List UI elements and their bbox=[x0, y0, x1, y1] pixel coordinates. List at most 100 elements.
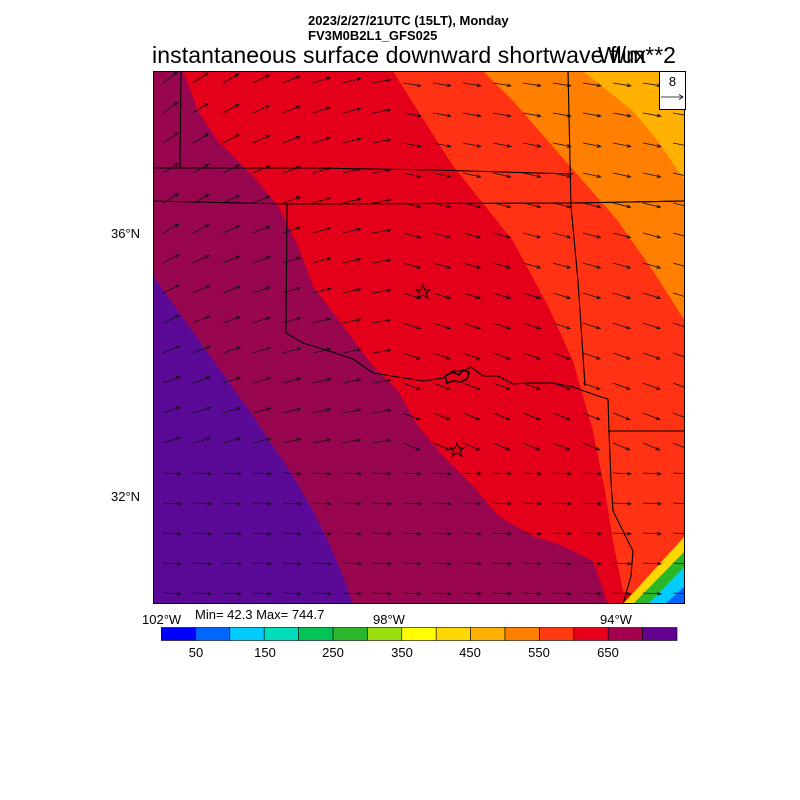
wind-vector bbox=[522, 232, 541, 238]
state-borders bbox=[152, 70, 686, 605]
wind-vector-head bbox=[595, 416, 601, 421]
wind-vector-head bbox=[386, 378, 392, 383]
wind-vector-head bbox=[174, 162, 180, 167]
colorbar-label-350: 350 bbox=[391, 645, 413, 660]
wind-vector-head bbox=[535, 386, 541, 390]
wind-vector-head bbox=[506, 295, 512, 300]
wind-vector-head bbox=[267, 531, 273, 536]
wind-vector bbox=[552, 562, 572, 565]
wind-vector-head bbox=[236, 376, 242, 381]
wind-vector bbox=[462, 322, 481, 329]
wind-vector-head bbox=[327, 501, 333, 506]
wind-vector bbox=[432, 352, 451, 360]
wind-vector bbox=[522, 262, 541, 269]
wind-vector bbox=[312, 408, 331, 414]
wind-vector-head bbox=[204, 133, 210, 138]
border-ne-mo-line bbox=[179, 70, 182, 169]
wind-vector-head bbox=[447, 591, 453, 596]
wind-vector-head bbox=[237, 531, 243, 536]
city-star-north bbox=[414, 283, 432, 300]
wind-vector bbox=[192, 103, 209, 114]
wind-vector-head bbox=[655, 355, 661, 360]
wind-vector-head bbox=[566, 295, 572, 300]
wind-vector bbox=[372, 199, 391, 204]
wind-vector bbox=[642, 502, 662, 505]
wind-vector-head bbox=[234, 134, 240, 139]
wind-vector bbox=[282, 196, 301, 204]
colorbar bbox=[160, 627, 678, 647]
wind-vector-head bbox=[657, 501, 663, 506]
lat-label-36n: 36°N bbox=[111, 226, 141, 241]
wind-vector-head bbox=[266, 407, 272, 412]
wind-vector bbox=[462, 172, 481, 178]
wind-vector-head bbox=[295, 166, 301, 170]
wind-vector-head bbox=[505, 416, 511, 421]
wind-vector bbox=[162, 71, 178, 84]
wind-vector-head bbox=[476, 265, 482, 269]
wind-vector bbox=[492, 532, 512, 535]
colorbar-swatch bbox=[435, 627, 471, 641]
wind-vector-head bbox=[446, 174, 452, 178]
wind-vector-head bbox=[386, 78, 392, 83]
wind-vector-head bbox=[537, 471, 543, 476]
wind-vector-head bbox=[267, 561, 273, 566]
wind-vector bbox=[192, 255, 210, 264]
wind-vector-head bbox=[386, 318, 392, 323]
wind-vector-head bbox=[625, 386, 631, 390]
wind-vector-head bbox=[567, 561, 573, 566]
wind-vector bbox=[222, 562, 242, 565]
wind-vector-head bbox=[174, 223, 180, 228]
wind-vector-head bbox=[565, 386, 571, 390]
wind-vector-head bbox=[475, 386, 481, 390]
wind-vector bbox=[192, 532, 212, 535]
wind-vector-head bbox=[626, 143, 632, 148]
wind-vector bbox=[252, 377, 271, 384]
wind-vector-head bbox=[295, 105, 301, 110]
wind-vector bbox=[642, 112, 661, 117]
colorbar-swatch bbox=[504, 627, 540, 641]
wind-vector bbox=[612, 562, 632, 565]
wind-vector bbox=[192, 562, 212, 565]
wind-vector bbox=[552, 262, 571, 269]
wind-vector-head bbox=[596, 113, 602, 118]
wind-vector-head bbox=[356, 77, 362, 82]
wind-vector bbox=[492, 412, 510, 420]
wind-vector bbox=[642, 322, 661, 329]
wind-vector-head bbox=[207, 471, 213, 476]
wind-vector-head bbox=[505, 386, 511, 390]
wind-vector bbox=[582, 82, 601, 87]
wind-vector bbox=[462, 442, 480, 451]
wind-vector bbox=[222, 73, 239, 84]
wind-vector bbox=[192, 133, 209, 144]
wind-vector bbox=[342, 228, 361, 234]
wind-vector-head bbox=[446, 143, 452, 148]
wind-vector bbox=[642, 202, 661, 208]
wind-vector bbox=[522, 352, 541, 360]
wind-vector-head bbox=[175, 284, 181, 289]
wind-vector bbox=[222, 195, 240, 204]
wind-vector-head bbox=[356, 438, 362, 443]
wind-vector-head bbox=[655, 446, 661, 451]
wind-vector bbox=[252, 286, 271, 294]
wind-vector bbox=[402, 112, 421, 117]
wind-vector bbox=[612, 82, 631, 87]
wind-vector-head bbox=[386, 258, 392, 263]
wind-vector bbox=[432, 262, 451, 269]
wind-vector bbox=[462, 262, 481, 269]
wind-vector bbox=[372, 259, 391, 264]
wind-vector bbox=[432, 472, 452, 475]
wind-vector bbox=[312, 378, 331, 384]
wind-vector-head bbox=[357, 531, 363, 536]
wind-vector bbox=[162, 284, 180, 294]
wind-vector-head bbox=[595, 355, 601, 360]
wind-vector-head bbox=[476, 143, 482, 148]
wind-vector-head bbox=[265, 104, 271, 109]
wind-vector bbox=[312, 288, 331, 294]
wind-vector bbox=[582, 352, 601, 360]
colorbar-swatch bbox=[229, 627, 265, 641]
wind-vector-head bbox=[175, 376, 181, 380]
forecast-datetime: 2023/2/27/21UTC (15LT), Monday bbox=[308, 13, 509, 28]
wind-vector-head bbox=[506, 174, 512, 178]
wind-vector bbox=[312, 502, 332, 505]
wind-vector-head bbox=[207, 531, 213, 536]
